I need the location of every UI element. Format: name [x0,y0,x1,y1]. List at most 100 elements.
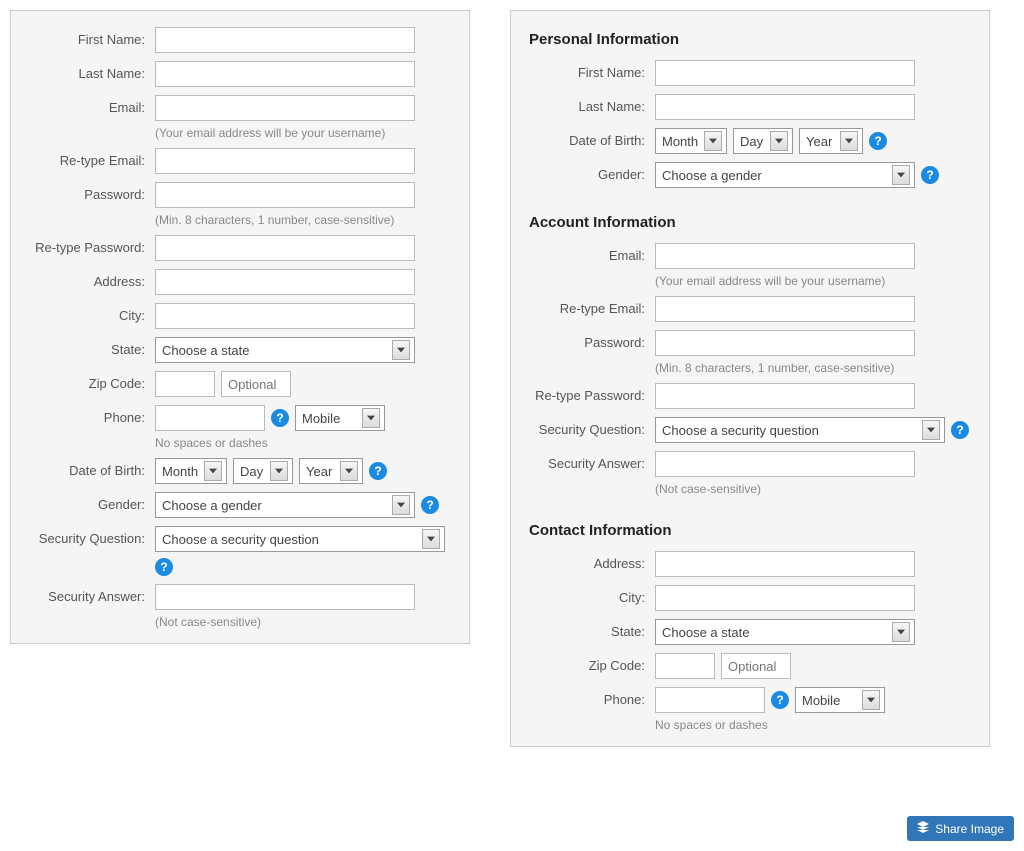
address-input[interactable] [655,551,915,577]
chevron-down-icon [704,131,722,151]
contact-info-heading: Contact Information [529,522,975,539]
dob-day-select[interactable]: Day [733,128,793,154]
retype-password-label: Re-type Password: [25,235,155,255]
city-input[interactable] [655,585,915,611]
phone-type-select[interactable]: Mobile [795,687,885,713]
last-name-input[interactable] [155,61,415,87]
gender-label: Gender: [25,492,155,512]
dob-day-select[interactable]: Day [233,458,293,484]
security-question-label: Security Question: [25,526,155,546]
email-hint: (Your email address will be your usernam… [155,126,455,140]
dob-year-select[interactable]: Year [299,458,363,484]
address-input[interactable] [155,269,415,295]
help-icon[interactable]: ? [771,691,789,709]
last-name-label: Last Name: [25,61,155,81]
dob-month-select[interactable]: Month [655,128,727,154]
zip-optional-input[interactable] [721,653,791,679]
state-select-value: Choose a state [162,343,249,358]
last-name-label: Last Name: [525,94,655,114]
phone-hint: No spaces or dashes [155,436,455,450]
phone-type-value: Mobile [302,411,340,426]
retype-email-label: Re-type Email: [525,296,655,316]
zip-label: Zip Code: [525,653,655,673]
help-icon[interactable]: ? [155,558,173,576]
password-label: Password: [525,330,655,350]
chevron-down-icon [362,408,380,428]
phone-hint: No spaces or dashes [655,718,975,732]
email-label: Email: [525,243,655,263]
retype-password-input[interactable] [655,383,915,409]
phone-input[interactable] [655,687,765,713]
chevron-down-icon [422,529,440,549]
phone-input[interactable] [155,405,265,431]
address-label: Address: [525,551,655,571]
dob-month-select[interactable]: Month [155,458,227,484]
security-answer-label: Security Answer: [525,451,655,471]
layers-icon [917,821,929,836]
security-answer-input[interactable] [155,584,415,610]
help-icon[interactable]: ? [421,496,439,514]
security-answer-label: Security Answer: [25,584,155,604]
help-icon[interactable]: ? [271,409,289,427]
zip-input[interactable] [655,653,715,679]
chevron-down-icon [892,165,910,185]
security-answer-hint: (Not case-sensitive) [155,615,455,629]
address-label: Address: [25,269,155,289]
phone-label: Phone: [525,687,655,707]
state-select[interactable]: Choose a state [655,619,915,645]
retype-email-label: Re-type Email: [25,148,155,168]
phone-label: Phone: [25,405,155,425]
gender-label: Gender: [525,162,655,182]
share-image-button[interactable]: Share Image [907,816,1014,841]
first-name-label: First Name: [525,60,655,80]
chevron-down-icon [270,461,288,481]
dob-year-select[interactable]: Year [799,128,863,154]
chevron-down-icon [892,622,910,642]
first-name-input[interactable] [655,60,915,86]
chevron-down-icon [840,131,858,151]
security-question-select[interactable]: Choose a security question [155,526,445,552]
chevron-down-icon [392,495,410,515]
form-panel-right: Personal Information First Name: Last Na… [510,10,990,747]
email-input[interactable] [155,95,415,121]
chevron-down-icon [770,131,788,151]
retype-email-input[interactable] [155,148,415,174]
first-name-label: First Name: [25,27,155,47]
chevron-down-icon [204,461,222,481]
password-input[interactable] [155,182,415,208]
zip-input[interactable] [155,371,215,397]
email-input[interactable] [655,243,915,269]
share-image-label: Share Image [935,822,1004,836]
password-hint: (Min. 8 characters, 1 number, case-sensi… [655,361,975,375]
help-icon[interactable]: ? [951,421,969,439]
city-label: City: [525,585,655,605]
security-answer-input[interactable] [655,451,915,477]
zip-label: Zip Code: [25,371,155,391]
city-input[interactable] [155,303,415,329]
zip-optional-input[interactable] [221,371,291,397]
password-hint: (Min. 8 characters, 1 number, case-sensi… [155,213,455,227]
gender-select[interactable]: Choose a gender [155,492,415,518]
retype-email-input[interactable] [655,296,915,322]
retype-password-input[interactable] [155,235,415,261]
first-name-input[interactable] [155,27,415,53]
state-label: State: [525,619,655,639]
email-label: Email: [25,95,155,115]
email-hint: (Your email address will be your usernam… [655,274,975,288]
help-icon[interactable]: ? [869,132,887,150]
last-name-input[interactable] [655,94,915,120]
city-label: City: [25,303,155,323]
security-question-select[interactable]: Choose a security question [655,417,945,443]
dob-label: Date of Birth: [525,128,655,148]
form-panel-left: First Name: Last Name: Email: (Your emai… [10,10,470,644]
gender-select[interactable]: Choose a gender [655,162,915,188]
account-info-heading: Account Information [529,214,975,231]
state-label: State: [25,337,155,357]
chevron-down-icon [862,690,880,710]
password-input[interactable] [655,330,915,356]
phone-type-select[interactable]: Mobile [295,405,385,431]
chevron-down-icon [922,420,940,440]
state-select[interactable]: Choose a state [155,337,415,363]
help-icon[interactable]: ? [921,166,939,184]
help-icon[interactable]: ? [369,462,387,480]
